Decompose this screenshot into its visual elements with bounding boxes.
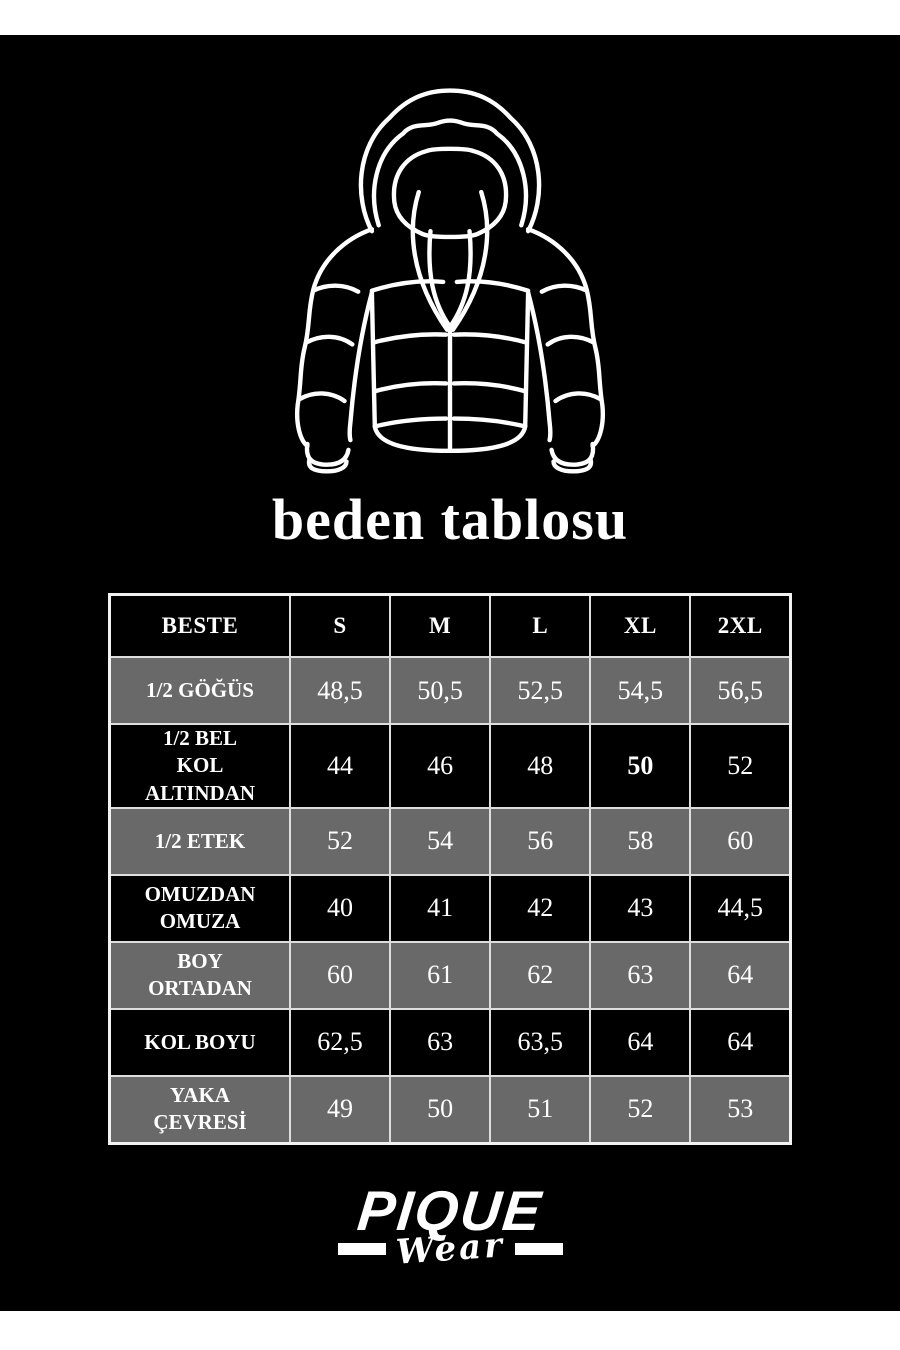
size-value: 56 — [489, 806, 592, 876]
table-row: 1/2 ETEK 52 54 56 58 60 — [108, 806, 792, 876]
size-value: 54,5 — [589, 656, 692, 725]
size-value: 48 — [489, 723, 592, 809]
measurement-label: KOL BOYU — [108, 1007, 291, 1077]
logo-right-bar — [514, 1242, 563, 1255]
measurement-label: 1/2 ETEK — [108, 806, 291, 876]
size-value: 60 — [689, 806, 792, 876]
measurement-label: BOY ORTADAN — [108, 940, 291, 1010]
size-value: 42 — [489, 873, 592, 943]
size-value: 44 — [288, 723, 392, 809]
size-value: 56,5 — [689, 656, 792, 725]
size-value: 46 — [389, 723, 492, 809]
size-value: 52 — [689, 723, 792, 809]
header-row: BESTE S M L XL 2XL — [108, 593, 792, 658]
size-value: 64 — [589, 1007, 692, 1077]
size-value: 52 — [589, 1074, 692, 1145]
size-value: 60 — [288, 940, 392, 1010]
size-value: 44,5 — [689, 873, 792, 943]
size-value: 50 — [589, 723, 692, 809]
size-value: 61 — [389, 940, 492, 1010]
size-table: BESTE S M L XL 2XL 1/2 GÖĞÜS 48,5 50,5 52,5 54,5 56… — [108, 593, 792, 1145]
table-row: KOL BOYU 62,5 63 63,5 64 64 — [108, 1007, 792, 1077]
size-value: 64 — [689, 940, 792, 1010]
table-row: BOY ORTADAN 60 61 62 63 64 — [108, 940, 792, 1010]
size-column-header: XL — [589, 593, 692, 658]
size-value: 51 — [489, 1074, 592, 1145]
size-column-header: 2XL — [689, 593, 792, 658]
logo-left-bar — [337, 1242, 386, 1255]
puffer-jacket-icon — [284, 81, 616, 475]
size-value: 54 — [389, 806, 492, 876]
size-column-header: L — [489, 593, 592, 658]
size-value: 62,5 — [288, 1007, 392, 1077]
size-value: 63 — [589, 940, 692, 1010]
brand-subtitle: Wear — [394, 1225, 506, 1273]
corner-header: BESTE — [108, 593, 291, 658]
size-column-header: S — [288, 593, 392, 658]
table-row: 1/2 BEL KOL ALTINDAN 44 46 48 50 52 — [108, 723, 792, 809]
brand-logo: PIQUE Wear — [337, 1179, 563, 1273]
size-value: 63 — [389, 1007, 492, 1077]
size-value: 53 — [689, 1074, 792, 1145]
size-value: 41 — [389, 873, 492, 943]
size-value: 52,5 — [489, 656, 592, 725]
size-value: 63,5 — [489, 1007, 592, 1077]
size-value: 64 — [689, 1007, 792, 1077]
black-panel: beden tablosu BESTE S M L XL 2XL 1/2 GÖĞÜS 48,5… — [0, 35, 900, 1311]
size-value: 58 — [589, 806, 692, 876]
size-value: 40 — [288, 873, 392, 943]
page-title: beden tablosu — [271, 487, 629, 552]
size-value: 50,5 — [389, 656, 492, 725]
table-row: 1/2 GÖĞÜS 48,5 50,5 52,5 54,5 56,5 — [108, 656, 792, 725]
size-value: 49 — [288, 1074, 392, 1145]
table-row: YAKA ÇEVRESİ 49 50 51 52 53 — [108, 1074, 792, 1145]
measurement-label: 1/2 BEL KOL ALTINDAN — [108, 723, 291, 809]
measurement-label: OMUZDAN OMUZA — [108, 873, 291, 943]
size-value: 50 — [389, 1074, 492, 1145]
table-row: OMUZDAN OMUZA 40 41 42 43 44,5 — [108, 873, 792, 943]
size-value: 43 — [589, 873, 692, 943]
puffer-jacket-outline — [295, 88, 605, 474]
measurement-label: YAKA ÇEVRESİ — [108, 1074, 291, 1145]
brand-sub-row: Wear — [337, 1225, 563, 1273]
size-value: 62 — [489, 940, 592, 1010]
size-column-header: M — [389, 593, 492, 658]
size-value: 52 — [288, 806, 392, 876]
size-value: 48,5 — [288, 656, 392, 725]
measurement-label: 1/2 GÖĞÜS — [108, 656, 291, 725]
